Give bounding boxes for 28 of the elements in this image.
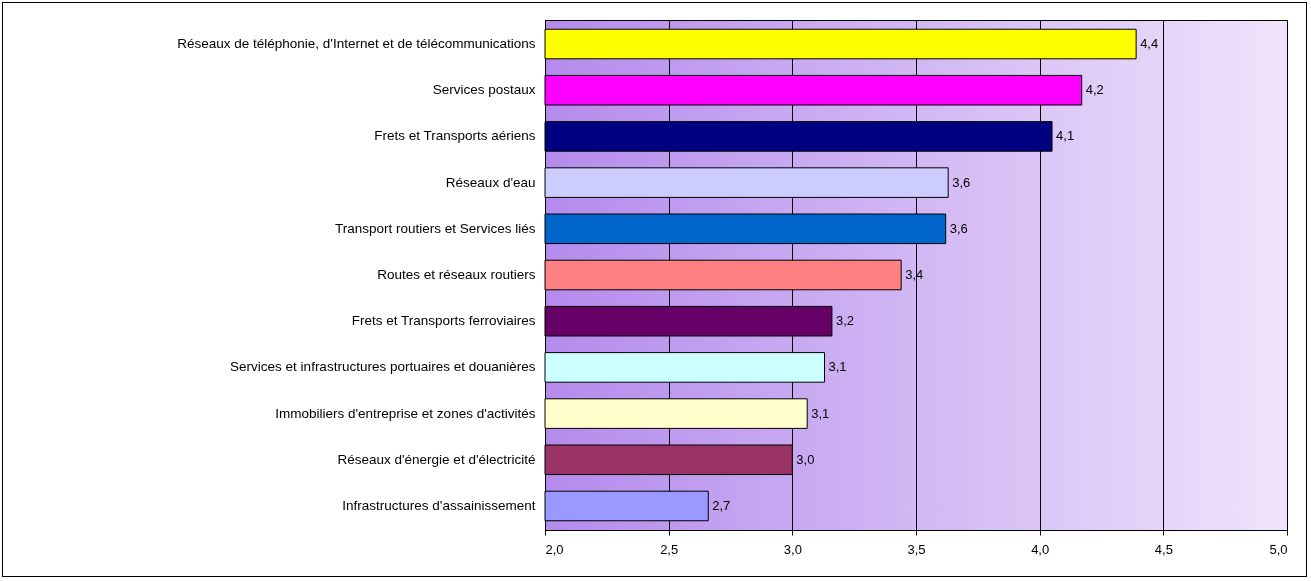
data-label: 3,0 [796,451,815,467]
data-label: 3,6 [952,174,971,190]
y-tick-label: Réseaux d'énergie et d'électricité [337,451,536,467]
x-tick-label: 4,0 [1031,541,1050,557]
y-tick-label: Réseaux de téléphonie, d'Internet et de télécommunications [177,36,536,52]
y-tick-label: Routes et réseaux routiers [377,267,536,282]
x-tick-label: 2,0 [545,541,564,557]
data-label: 3,2 [835,313,854,329]
data-label: 4,4 [1140,36,1159,52]
x-tick-label: 2,5 [660,541,679,557]
y-tick-label: Frets et Transports ferroviaires [351,313,536,329]
data-label: 3,1 [828,359,847,375]
y-tick-label: Services et infrastructures portuaires et douanières [230,359,536,375]
y-tick-label: Services postaux [432,82,536,98]
y-tick-label: Transport routiers et Services liés [334,220,536,236]
x-tick-label: 3,0 [783,541,802,557]
y-tick-label: Infrastructures d'assainissement [342,497,536,513]
x-tick-label: 3,5 [907,541,926,557]
x-tick-label: 5,0 [1269,541,1288,557]
y-tick-label: Réseaux d'eau [445,174,536,190]
data-label: 2,7 [712,497,731,513]
data-label: 4,2 [1085,82,1104,98]
data-label: 3,6 [949,220,968,236]
y-tick-label: Immobiliers d'entreprise et zones d'activités [275,405,536,421]
y-tick-label: Frets et Transports aériens [374,128,536,144]
data-label: 4,1 [1056,128,1075,144]
x-tick-label: 4,5 [1154,541,1173,557]
data-label: 3,1 [811,405,830,421]
